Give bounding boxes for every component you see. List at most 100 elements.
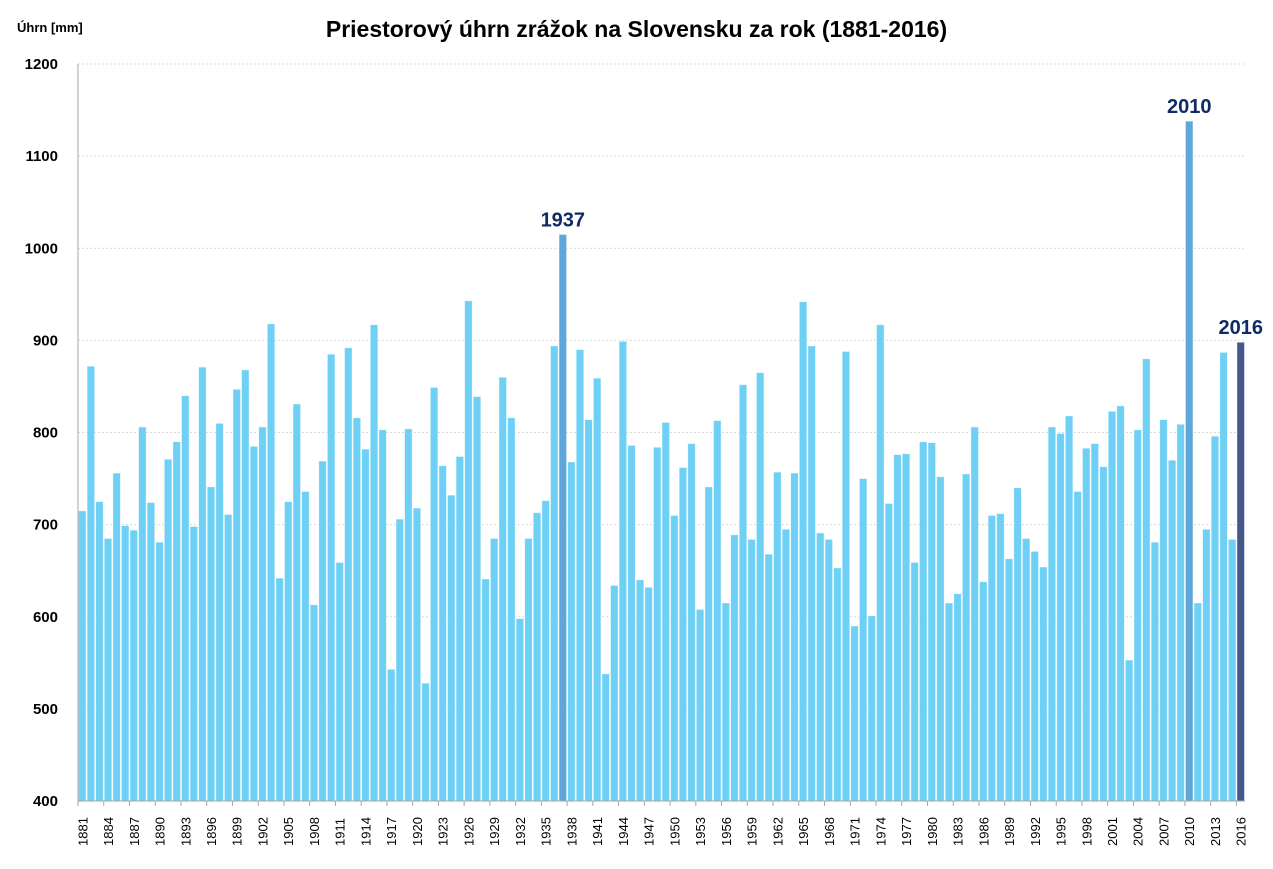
x-tick-label: 1998 (1079, 817, 1094, 846)
x-tick-label: 1980 (925, 817, 940, 846)
bar-1892 (172, 441, 181, 802)
x-tick-label: 1974 (873, 817, 888, 846)
bar-1974 (876, 324, 885, 802)
bar-1968 (824, 538, 834, 802)
bar-1988 (996, 513, 1005, 802)
bar-1918 (395, 518, 404, 802)
bar-1991 (1021, 538, 1031, 802)
bar-1886 (121, 525, 130, 802)
bar-1965 (798, 301, 808, 802)
bar-1930 (498, 376, 507, 802)
bar-1908 (309, 604, 319, 802)
bar-1939 (575, 349, 585, 802)
bar-1944 (618, 340, 628, 802)
bar-1903 (266, 323, 276, 802)
bar-1989 (1004, 558, 1014, 802)
bar-1946 (635, 579, 645, 802)
bar-1913 (352, 417, 362, 802)
bar-1958 (738, 384, 748, 802)
bar-1894 (189, 526, 199, 802)
x-tick-label: 1938 (564, 817, 579, 846)
bar-1957 (730, 534, 739, 802)
bar-1883 (95, 501, 104, 802)
x-tick-label: 2010 (1182, 817, 1197, 846)
bar-2001 (1107, 410, 1117, 802)
bar-1955 (713, 420, 722, 802)
bar-1920 (412, 507, 422, 802)
bar-1992 (1030, 550, 1039, 802)
bar-1973 (867, 615, 876, 802)
bar-1985 (970, 426, 979, 802)
bar-1905 (284, 501, 293, 802)
x-tick-label: 1929 (487, 817, 502, 846)
x-tick-label: 1977 (899, 817, 914, 846)
x-tick-label: 1944 (616, 817, 631, 846)
bar-1940 (584, 419, 593, 802)
x-tick-label: 1968 (822, 817, 837, 846)
bar-1953 (695, 608, 705, 802)
y-tick-label: 1000 (25, 240, 58, 257)
x-tick-label: 1899 (230, 817, 245, 846)
bar-1994 (1047, 426, 1057, 802)
bar-2005 (1142, 358, 1151, 802)
y-tick-label: 800 (33, 425, 58, 442)
bar-1928 (481, 578, 490, 802)
y-axis-label: Úhrn [mm] (17, 20, 83, 35)
bar-1962 (773, 471, 782, 802)
bar-1891 (163, 458, 173, 802)
bar-1995 (1056, 433, 1065, 802)
bar-1945 (627, 444, 636, 802)
bar-1881 (78, 510, 87, 802)
bar-1997 (1073, 491, 1082, 802)
bar-1999 (1090, 443, 1100, 802)
bar-2004 (1133, 429, 1142, 802)
bar-1909 (318, 460, 327, 802)
bar-2002 (1116, 405, 1125, 802)
x-tick-label: 1896 (204, 817, 219, 846)
bar-1967 (816, 532, 825, 802)
y-tick-label: 400 (33, 793, 58, 810)
bar-1942 (601, 673, 610, 802)
bar-1933 (524, 538, 533, 802)
x-tick-label: 1986 (976, 817, 991, 846)
bar-1948 (653, 446, 662, 802)
bar-1890 (155, 541, 164, 802)
x-tick-label: 1884 (101, 817, 116, 846)
y-tick-label: 1100 (25, 148, 58, 165)
bar-1956 (721, 602, 731, 802)
x-tick-label: 1890 (153, 817, 168, 846)
x-tick-label: 1911 (333, 818, 348, 846)
bar-2016 (1236, 341, 1245, 802)
bar-1964 (790, 472, 799, 802)
bar-1987 (987, 515, 997, 802)
bar-1938 (567, 461, 576, 802)
bar-1951 (678, 467, 688, 802)
y-tick-label: 500 (33, 701, 58, 718)
y-tick-label: 600 (33, 609, 58, 626)
bar-1975 (884, 503, 894, 802)
bar-1927 (472, 396, 482, 802)
x-tick-label: 1881 (75, 817, 90, 846)
bar-1963 (781, 528, 791, 802)
bar-1922 (429, 386, 439, 802)
bar-1917 (387, 668, 396, 802)
x-tick-label: 1956 (719, 817, 734, 846)
bar-1970 (841, 351, 851, 802)
bar-1980 (927, 442, 936, 802)
x-tick-label: 1965 (796, 817, 811, 846)
bar-1926 (464, 300, 473, 802)
bar-1979 (919, 441, 928, 802)
bar-1952 (687, 443, 696, 802)
bar-1901 (249, 445, 259, 802)
bar-1887 (129, 529, 138, 802)
bar-1916 (378, 429, 387, 802)
bar-1899 (232, 388, 241, 802)
annotation-2010: 2010 (1167, 96, 1212, 118)
x-tick-label: 1989 (1002, 817, 1017, 846)
y-tick-label: 900 (33, 332, 58, 349)
bar-2014 (1219, 351, 1228, 802)
bar-2009 (1176, 423, 1185, 802)
bar-1969 (833, 567, 842, 802)
x-tick-label: 2013 (1208, 817, 1223, 846)
bar-1919 (404, 428, 413, 802)
